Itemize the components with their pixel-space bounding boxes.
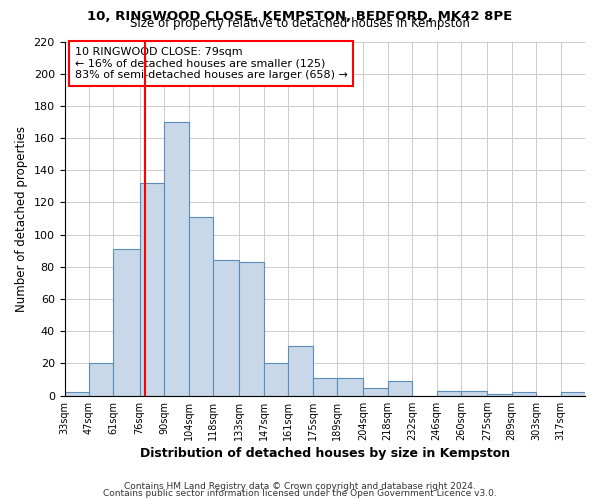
Text: Contains public sector information licensed under the Open Government Licence v3: Contains public sector information licen… <box>103 489 497 498</box>
Bar <box>213 260 239 396</box>
Y-axis label: Number of detached properties: Number of detached properties <box>15 126 28 312</box>
Text: 10 RINGWOOD CLOSE: 79sqm
← 16% of detached houses are smaller (125)
83% of semi-: 10 RINGWOOD CLOSE: 79sqm ← 16% of detach… <box>75 47 348 80</box>
X-axis label: Distribution of detached houses by size in Kempston: Distribution of detached houses by size … <box>140 447 510 460</box>
Bar <box>363 388 388 396</box>
Bar <box>337 378 363 396</box>
Bar <box>89 364 113 396</box>
Bar <box>560 392 585 396</box>
Text: Size of property relative to detached houses in Kempston: Size of property relative to detached ho… <box>130 18 470 30</box>
Bar <box>288 346 313 396</box>
Bar <box>512 392 536 396</box>
Bar <box>388 381 412 396</box>
Bar <box>188 217 213 396</box>
Bar <box>164 122 188 396</box>
Bar <box>263 364 288 396</box>
Bar <box>461 391 487 396</box>
Bar <box>313 378 337 396</box>
Bar <box>487 394 512 396</box>
Bar <box>437 391 461 396</box>
Bar <box>113 249 140 396</box>
Text: Contains HM Land Registry data © Crown copyright and database right 2024.: Contains HM Land Registry data © Crown c… <box>124 482 476 491</box>
Text: 10, RINGWOOD CLOSE, KEMPSTON, BEDFORD, MK42 8PE: 10, RINGWOOD CLOSE, KEMPSTON, BEDFORD, M… <box>88 10 512 23</box>
Bar <box>65 392 89 396</box>
Bar <box>239 262 263 396</box>
Bar <box>140 183 164 396</box>
